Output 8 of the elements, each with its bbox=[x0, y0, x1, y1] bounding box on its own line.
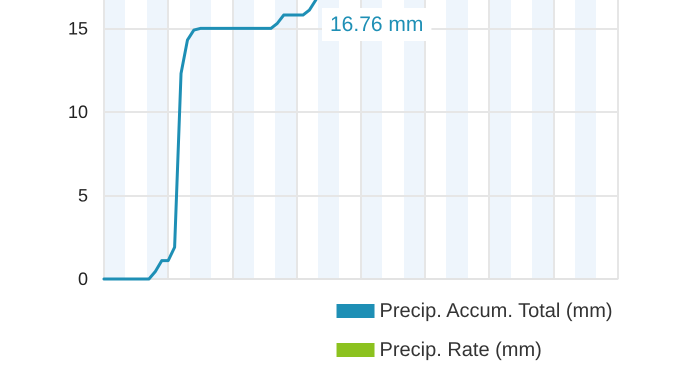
annotation: 16.76 mm bbox=[330, 13, 424, 36]
y-tick-label: 15 bbox=[68, 18, 88, 38]
legend-label: Precip. Accum. Total (mm) bbox=[380, 300, 613, 322]
y-tick-label: 0 bbox=[78, 269, 88, 289]
legend-label: Precip. Rate (mm) bbox=[380, 339, 542, 361]
y-tick-label: 10 bbox=[68, 102, 88, 122]
y-tick-label: 5 bbox=[78, 185, 88, 206]
line-series bbox=[102, 0, 318, 280]
